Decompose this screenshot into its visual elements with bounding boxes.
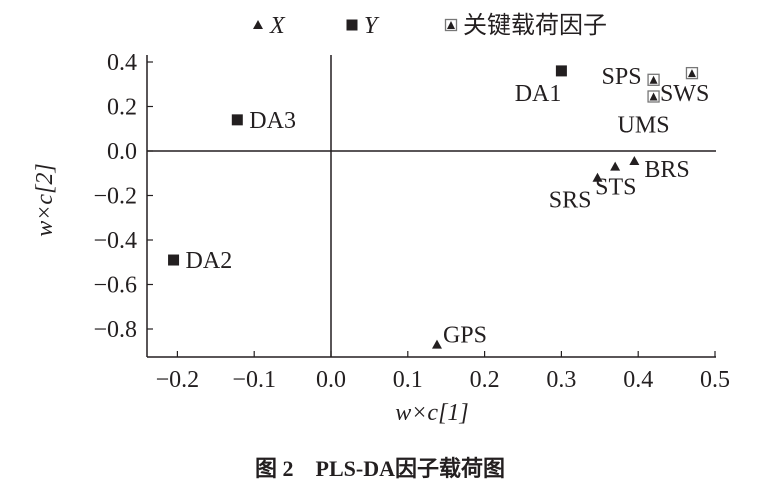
triangle-marker xyxy=(629,156,640,166)
x-tick-label: −0.1 xyxy=(232,367,276,393)
point-label: UMS xyxy=(618,112,670,138)
boxed-triangle-marker xyxy=(685,66,699,80)
y-tick-label: 0.2 xyxy=(107,95,137,121)
point-label: DA2 xyxy=(186,248,233,274)
point-label: DA3 xyxy=(249,108,296,134)
x-tick-label: 0.2 xyxy=(470,367,500,393)
point-label: BRS xyxy=(644,157,689,183)
y-tick-label: 0.4 xyxy=(107,50,137,76)
boxed-triangle-marker xyxy=(444,18,458,32)
point-label: SPS xyxy=(602,64,642,90)
triangle-marker xyxy=(431,339,442,349)
marker-triangle xyxy=(649,75,658,84)
point-label: GPS xyxy=(443,323,487,349)
point-label: SWS xyxy=(660,81,709,107)
x-axis-label: w×c[1] xyxy=(395,400,469,426)
x-tick-label: −0.2 xyxy=(156,367,200,393)
y-tick-label: 0.0 xyxy=(107,139,137,165)
boxed-triangle-marker xyxy=(647,73,660,86)
legend-label: X xyxy=(269,13,286,39)
legend-label: Y xyxy=(364,13,380,39)
triangle-marker xyxy=(610,161,621,171)
chart-title: 图 2 PLS-DA因子载荷图 xyxy=(255,456,505,481)
boxed-triangle-marker xyxy=(647,90,660,103)
x-tick-label: 0.4 xyxy=(623,367,653,393)
point-label: STS xyxy=(595,175,636,201)
y-tick-label: −0.2 xyxy=(93,184,137,210)
y-tick-label: −0.8 xyxy=(93,317,137,343)
marker-triangle xyxy=(447,21,455,29)
square-marker xyxy=(168,254,180,266)
triangle-marker xyxy=(592,172,603,182)
y-tick-label: −0.6 xyxy=(93,273,137,299)
point-label: SRS xyxy=(549,188,592,214)
point-label: DA1 xyxy=(515,81,562,107)
triangle-marker xyxy=(253,20,263,29)
y-tick-label: −0.4 xyxy=(93,228,137,254)
x-tick-label: 0.1 xyxy=(393,367,423,393)
square-marker xyxy=(346,19,358,31)
x-tick-label: 0.3 xyxy=(546,367,576,393)
square-marker xyxy=(555,65,567,77)
legend-label: 关键载荷因子 xyxy=(463,12,607,39)
square-marker xyxy=(231,114,243,126)
marker-triangle xyxy=(649,92,658,101)
y-axis-label: w×c[2] xyxy=(32,163,58,237)
marker-triangle xyxy=(687,69,696,78)
x-tick-label: 0.0 xyxy=(316,367,346,393)
x-tick-label: 0.5 xyxy=(700,367,730,393)
